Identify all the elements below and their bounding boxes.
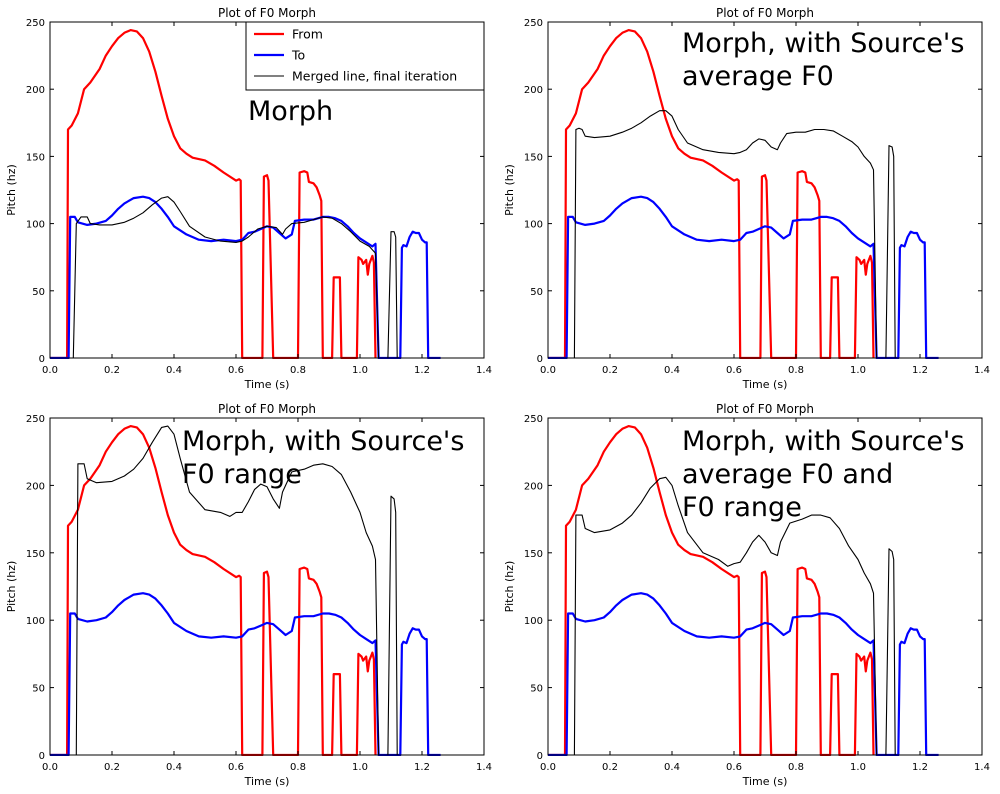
- x-tick-label: 1.4: [974, 762, 990, 773]
- y-tick-label: 150: [524, 549, 543, 560]
- x-tick-label: 0.2: [104, 365, 120, 376]
- x-tick-label: 0.4: [166, 365, 182, 376]
- plot-frame: [49, 417, 485, 756]
- x-tick-label: 0.4: [664, 762, 680, 773]
- y-tick-label: 200: [524, 481, 543, 492]
- legend-label: From: [292, 27, 323, 42]
- x-tick-label: 1.4: [476, 762, 492, 773]
- y-axis-label: Pitch (hz): [5, 561, 18, 613]
- chart-panel-4: 0.0 0.2 0.4 0.6 0.8 1.0 1.2 1.4 0 50 100 150 200 250 P…: [503, 402, 990, 788]
- y-tick-label: 0: [537, 354, 543, 365]
- x-tick-label: 0.8: [290, 762, 306, 773]
- x-axis-label: Time (s): [742, 775, 788, 788]
- y-tick-label: 200: [26, 481, 45, 492]
- x-tick-label: 0.6: [228, 762, 244, 773]
- x-tick-label: 1.2: [912, 365, 928, 376]
- merged-line: [548, 476, 896, 756]
- x-tick-label: 0.2: [602, 762, 618, 773]
- y-tick-label: 50: [530, 684, 543, 695]
- legend-box: [245, 21, 485, 91]
- y-tick-label: 50: [32, 684, 45, 695]
- y-tick-label: 250: [26, 414, 45, 425]
- legend-label: To: [291, 48, 305, 63]
- merged-line: [50, 196, 398, 359]
- to-line: [50, 592, 441, 756]
- plot-frame: [547, 21, 983, 359]
- y-tick-label: 50: [530, 287, 543, 298]
- to-line: [548, 195, 939, 359]
- x-tick-label: 1.4: [974, 365, 990, 376]
- to-line: [548, 592, 939, 756]
- x-tick-label: 0.2: [602, 365, 618, 376]
- x-tick-label: 0.6: [228, 365, 244, 376]
- chart-title: Plot of F0 Morph: [218, 402, 316, 416]
- x-tick-label: 1.4: [476, 365, 492, 376]
- chart-panel-2: 0.0 0.2 0.4 0.6 0.8 1.0 1.2 1.4 0 50 100 150 200 250 P…: [503, 6, 990, 391]
- y-tick-label: 100: [524, 220, 543, 231]
- annotation-line: Morph, with Source's: [682, 426, 964, 457]
- y-tick-label: 100: [26, 220, 45, 231]
- annotation-line: Morph, with Source's: [682, 28, 964, 59]
- y-tick-label: 150: [524, 152, 543, 163]
- x-tick-label: 0.8: [290, 365, 306, 376]
- y-tick-label: 250: [524, 18, 543, 29]
- annotation-line: average F0: [682, 61, 834, 92]
- chart-title: Plot of F0 Morph: [218, 6, 316, 20]
- x-tick-label: 0.6: [726, 762, 742, 773]
- y-axis-label: Pitch (hz): [503, 561, 516, 613]
- y-tick-label: 100: [26, 616, 45, 627]
- x-tick-label: 0.4: [664, 365, 680, 376]
- y-tick-label: 250: [524, 414, 543, 425]
- annotation-line: F0 range: [682, 492, 802, 523]
- x-tick-label: 0.8: [788, 762, 804, 773]
- x-axis-label: Time (s): [742, 378, 788, 391]
- x-tick-label: 0.0: [42, 762, 58, 773]
- y-axis-label: Pitch (hz): [503, 164, 516, 216]
- y-axis-label: Pitch (hz): [5, 164, 18, 216]
- x-tick-label: 1.2: [912, 762, 928, 773]
- x-tick-label: 0.6: [726, 365, 742, 376]
- y-tick-label: 0: [39, 751, 45, 762]
- y-tick-label: 100: [524, 616, 543, 627]
- y-tick-label: 150: [26, 549, 45, 560]
- x-tick-label: 0.0: [540, 365, 556, 376]
- chart-title: Plot of F0 Morph: [716, 6, 814, 20]
- y-tick-label: 0: [39, 354, 45, 365]
- legend: From To Merged line, final iteration: [245, 21, 485, 91]
- annotation-line: Morph, with Source's: [182, 426, 464, 457]
- x-tick-label: 0.4: [166, 762, 182, 773]
- chart-panel-1: 0.0 0.2 0.4 0.6 0.8 1.0 1.2 1.4 0 50 100 150 200 250 P…: [5, 6, 492, 391]
- x-tick-label: 1.0: [352, 762, 368, 773]
- plot-frame: [547, 417, 983, 756]
- y-tick-label: 0: [537, 751, 543, 762]
- merged-line: [548, 110, 896, 359]
- x-tick-label: 1.2: [414, 762, 430, 773]
- x-tick-label: 1.0: [850, 365, 866, 376]
- chart-title: Plot of F0 Morph: [716, 402, 814, 416]
- x-tick-label: 0.0: [42, 365, 58, 376]
- to-line: [50, 195, 441, 359]
- x-tick-label: 0.8: [788, 365, 804, 376]
- y-tick-label: 200: [524, 85, 543, 96]
- x-axis-label: Time (s): [244, 378, 290, 391]
- x-tick-label: 1.2: [414, 365, 430, 376]
- y-tick-label: 150: [26, 152, 45, 163]
- legend-label: Merged line, final iteration: [292, 69, 457, 84]
- x-axis-label: Time (s): [244, 775, 290, 788]
- annotation-line: F0 range: [182, 459, 302, 490]
- merged-line: [50, 425, 398, 756]
- annotation-line: Morph: [248, 96, 333, 127]
- x-tick-label: 1.0: [352, 365, 368, 376]
- chart-panel-3: 0.0 0.2 0.4 0.6 0.8 1.0 1.2 1.4 0 50 100 150 200 250 P…: [5, 402, 492, 788]
- y-tick-label: 50: [32, 287, 45, 298]
- y-tick-label: 250: [26, 18, 45, 29]
- x-tick-label: 0.2: [104, 762, 120, 773]
- y-tick-label: 200: [26, 85, 45, 96]
- x-tick-label: 1.0: [850, 762, 866, 773]
- x-tick-label: 0.0: [540, 762, 556, 773]
- annotation-line: average F0 and: [682, 459, 893, 490]
